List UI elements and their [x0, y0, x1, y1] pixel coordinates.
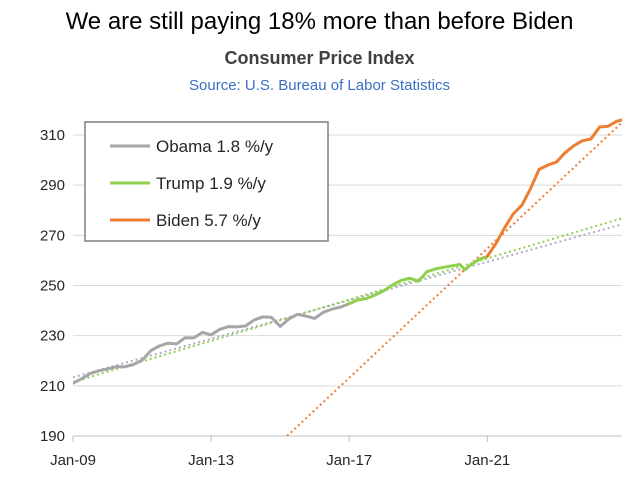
x-tick-label-Jan-21: Jan-21: [464, 452, 510, 469]
series-lines: [73, 118, 622, 385]
y-tick-label-190: 190: [40, 428, 65, 445]
legend-label-2: Trump 1.9 %/y: [156, 174, 266, 193]
x-tick-label-Jan-17: Jan-17: [326, 452, 372, 469]
chart-source: Source: U.S. Bureau of Labor Statistics: [189, 77, 450, 94]
legend-label-1: Obama 1.8 %/y: [156, 137, 274, 156]
trendlines: [73, 121, 622, 436]
chart-subtitle: Consumer Price Index: [224, 48, 415, 68]
legend-label-3: Biden 5.7 %/y: [156, 211, 261, 230]
legend: Obama 1.8 %/y Trump 1.9 %/y Biden 5.7 %/y: [84, 121, 329, 242]
series-line-1: [73, 302, 351, 385]
y-tick-label-230: 230: [40, 328, 65, 345]
y-tick-label-250: 250: [40, 278, 65, 295]
chart-title: We are still paying 18% more than before…: [65, 8, 574, 35]
x-tick-label-Jan-09: Jan-09: [50, 452, 96, 469]
trendline-3: [286, 121, 622, 436]
y-tick-label-310: 310: [40, 127, 65, 144]
series-line-2: [347, 254, 489, 306]
y-tick-label-270: 270: [40, 227, 65, 244]
axes: 190 210 230 250 270 290 310 Jan-09 Jan-13 Jan-17 J…: [40, 127, 622, 469]
x-tick-label-Jan-13: Jan-13: [188, 452, 234, 469]
y-tick-label-210: 210: [40, 378, 65, 395]
y-tick-label-290: 290: [40, 177, 65, 194]
trendline-2: [73, 217, 622, 384]
series-line-3: [485, 118, 622, 258]
